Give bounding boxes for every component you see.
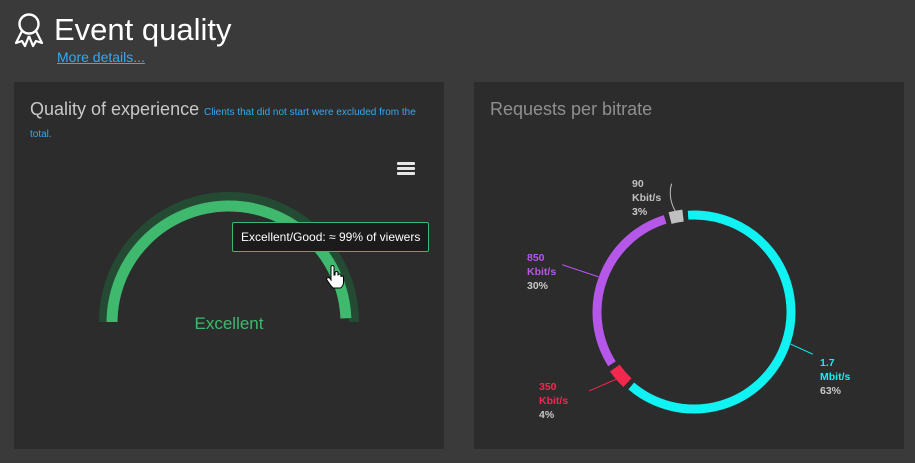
donut-leader-line bbox=[790, 343, 813, 355]
donut-label-percent: 4% bbox=[539, 409, 555, 421]
donut-slice-90[interactable] bbox=[668, 209, 684, 224]
gauge-label: Excellent bbox=[195, 314, 264, 333]
donut-slice-1-7[interactable] bbox=[628, 210, 796, 414]
donut-label-value: 1.7 bbox=[820, 357, 835, 369]
gauge-tooltip: Excellent/Good: ≈ 99% of viewers bbox=[232, 222, 430, 252]
hand-cursor-icon bbox=[326, 265, 344, 289]
donut-label-value: 850 bbox=[527, 252, 545, 264]
donut-label-percent: 63% bbox=[820, 385, 842, 397]
donut-label-unit: Kbit/s bbox=[632, 192, 661, 204]
donut-label-value: 350 bbox=[539, 381, 557, 393]
donut-slice-350[interactable] bbox=[609, 364, 632, 387]
hamburger-menu-icon-bar bbox=[397, 162, 415, 165]
qoe-panel-title: Quality of experience bbox=[30, 99, 200, 119]
page-header: Event quality More details... bbox=[12, 10, 612, 70]
donut-leader-line bbox=[669, 183, 677, 212]
donut-label-percent: 30% bbox=[527, 280, 549, 292]
page-title: Event quality bbox=[54, 12, 232, 47]
award-ribbon-icon bbox=[14, 13, 44, 48]
donut-label-percent: 3% bbox=[632, 206, 648, 218]
hamburger-menu-icon-bar bbox=[397, 172, 415, 175]
panel-note-wrapper: Clients that did not start were excluded… bbox=[30, 102, 430, 146]
chart-menu-button[interactable] bbox=[397, 162, 415, 178]
donut-leader-line bbox=[588, 378, 618, 392]
donut-label-unit: Kbit/s bbox=[527, 266, 556, 278]
donut-label-unit: Mbit/s bbox=[820, 371, 850, 383]
excluded-clients-note: Clients that did not start were excluded… bbox=[30, 107, 416, 140]
donut-label-unit: Kbit/s bbox=[539, 395, 568, 407]
bitrate-panel-title: Requests per bitrate bbox=[490, 99, 653, 119]
donut-label-value: 90 bbox=[632, 178, 644, 190]
qoe-gauge: Excellent bbox=[99, 192, 359, 333]
quality-of-experience-panel: Clients that did not start were excluded… bbox=[14, 82, 444, 449]
bitrate-donut-chart: 1.7 Mbit/s 63% 350 Kbit/s 4% 850 Kbit/s 30% 90 Kbi… bbox=[527, 178, 850, 421]
donut-leader-line bbox=[562, 264, 599, 278]
hamburger-menu-icon-bar bbox=[397, 167, 415, 170]
gauge-track bbox=[99, 192, 359, 323]
more-details-link[interactable]: More details... bbox=[57, 49, 145, 65]
donut-slice-850[interactable] bbox=[592, 215, 667, 367]
requests-per-bitrate-panel: Requests per bitrate 1.7 Mbit/s 63% 350 Kbit… bbox=[474, 82, 904, 449]
